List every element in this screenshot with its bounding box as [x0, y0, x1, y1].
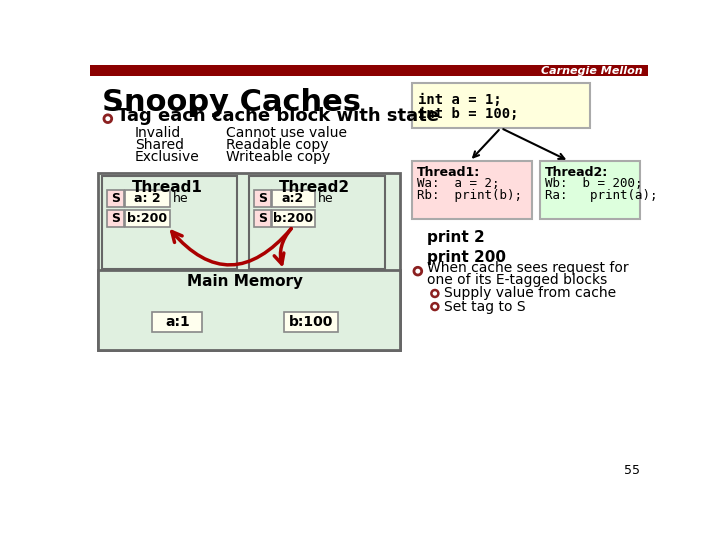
Text: b:200: b:200 — [127, 212, 168, 225]
Text: S: S — [111, 212, 120, 225]
Bar — [249, 177, 384, 269]
Text: S: S — [258, 212, 267, 225]
Bar — [125, 210, 170, 226]
Text: Rb:  print(b);: Rb: print(b); — [417, 189, 522, 202]
Text: Exclusive: Exclusive — [135, 150, 199, 164]
Bar — [254, 190, 271, 207]
Bar — [125, 190, 170, 207]
Text: a:1: a:1 — [165, 315, 190, 329]
Bar — [107, 210, 124, 226]
Text: Supply value from cache: Supply value from cache — [444, 287, 616, 300]
Text: Snoopy Caches: Snoopy Caches — [102, 88, 361, 117]
Text: int a = 1;: int a = 1; — [418, 93, 502, 107]
FancyArrowPatch shape — [274, 228, 291, 264]
Text: a: 2: a: 2 — [134, 192, 161, 205]
Text: Thread2: Thread2 — [279, 180, 351, 195]
FancyArrowPatch shape — [172, 228, 292, 265]
Bar — [284, 312, 338, 332]
Text: Readable copy: Readable copy — [225, 138, 328, 152]
Text: Writeable copy: Writeable copy — [225, 150, 330, 164]
Text: Set tag to S: Set tag to S — [444, 300, 526, 314]
Text: b:200: b:200 — [273, 212, 313, 225]
Text: Tag each cache block with state: Tag each cache block with state — [117, 106, 439, 125]
Bar — [102, 177, 238, 269]
Bar — [90, 65, 648, 76]
Text: Shared: Shared — [135, 138, 184, 152]
Text: Carnegie Mellon: Carnegie Mellon — [541, 66, 642, 76]
Bar — [272, 210, 315, 226]
Text: Wb:  b = 200;: Wb: b = 200; — [545, 177, 642, 190]
Text: he: he — [173, 192, 189, 205]
Text: a:2: a:2 — [282, 192, 304, 205]
Text: Thread1: Thread1 — [132, 180, 203, 195]
Text: Thread2:: Thread2: — [545, 166, 608, 179]
Bar — [412, 83, 590, 128]
Text: b:100: b:100 — [289, 315, 333, 329]
Bar — [254, 210, 271, 226]
Text: S: S — [111, 192, 120, 205]
Bar — [539, 161, 640, 219]
Text: When cache sees request for: When cache sees request for — [427, 261, 629, 275]
Text: print 2: print 2 — [427, 231, 485, 245]
Text: Invalid: Invalid — [135, 126, 181, 139]
Bar — [412, 161, 532, 219]
Text: Ra:   print(a);: Ra: print(a); — [545, 189, 657, 202]
Text: Main Memory: Main Memory — [187, 274, 303, 289]
Bar — [152, 312, 202, 332]
Bar — [98, 271, 400, 350]
Text: one of its E-tagged blocks: one of its E-tagged blocks — [427, 273, 608, 287]
Text: Cannot use value: Cannot use value — [225, 126, 346, 139]
Text: S: S — [258, 192, 267, 205]
Text: 55: 55 — [624, 464, 640, 477]
Text: int b = 100;: int b = 100; — [418, 107, 518, 121]
Bar — [272, 190, 315, 207]
Text: Wa:  a = 2;: Wa: a = 2; — [417, 177, 500, 190]
Bar — [107, 190, 124, 207]
Bar — [98, 173, 400, 350]
Text: Thread1:: Thread1: — [417, 166, 480, 179]
Text: print 200: print 200 — [427, 249, 506, 265]
Text: he: he — [318, 192, 333, 205]
